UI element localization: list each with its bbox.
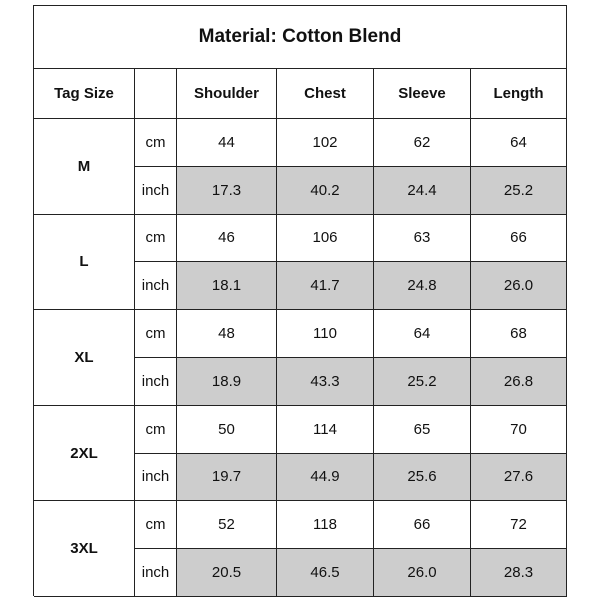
unit-cell: inch xyxy=(135,166,177,215)
size-cell: L xyxy=(34,214,135,311)
size-cell: M xyxy=(34,119,135,215)
value-cell: 62 xyxy=(374,119,471,167)
size-table: Material: Cotton Blend Tag Size Shoulder Ch… xyxy=(33,5,567,597)
value-cell: 24.8 xyxy=(374,262,471,311)
value-cell: 66 xyxy=(471,214,567,263)
value-cell: 44.9 xyxy=(277,453,374,502)
header-cell: Sleeve xyxy=(374,69,471,119)
value-cell: 110 xyxy=(277,310,374,358)
value-cell: 41.7 xyxy=(277,262,374,311)
header-cell: Chest xyxy=(277,69,374,119)
value-cell: 26.0 xyxy=(471,262,567,311)
value-cell: 25.2 xyxy=(374,358,471,406)
value-cell: 106 xyxy=(277,214,374,263)
size-cell: XL xyxy=(34,310,135,406)
value-cell: 48 xyxy=(177,310,277,358)
value-cell: 28.3 xyxy=(471,549,567,597)
value-cell: 72 xyxy=(471,501,567,550)
unit-cell: inch xyxy=(135,453,177,502)
header-cell: Tag Size xyxy=(34,69,135,119)
value-cell: 25.2 xyxy=(471,166,567,215)
value-cell: 50 xyxy=(177,405,277,454)
size-cell: 3XL xyxy=(34,501,135,597)
value-cell: 44 xyxy=(177,119,277,167)
value-cell: 118 xyxy=(277,501,374,550)
value-cell: 26.8 xyxy=(471,358,567,406)
value-cell: 63 xyxy=(374,214,471,263)
value-cell: 40.2 xyxy=(277,166,374,215)
value-cell: 20.5 xyxy=(177,549,277,597)
header-cell: Length xyxy=(471,69,567,119)
header-cell xyxy=(135,69,177,119)
size-cell: 2XL xyxy=(34,405,135,502)
unit-cell: inch xyxy=(135,358,177,406)
value-cell: 25.6 xyxy=(374,453,471,502)
unit-cell: cm xyxy=(135,501,177,550)
value-cell: 66 xyxy=(374,501,471,550)
value-cell: 19.7 xyxy=(177,453,277,502)
value-cell: 43.3 xyxy=(277,358,374,406)
unit-cell: cm xyxy=(135,214,177,263)
value-cell: 27.6 xyxy=(471,453,567,502)
value-cell: 52 xyxy=(177,501,277,550)
value-cell: 70 xyxy=(471,405,567,454)
value-cell: 64 xyxy=(374,310,471,358)
unit-cell: cm xyxy=(135,405,177,454)
unit-cell: cm xyxy=(135,310,177,358)
unit-cell: cm xyxy=(135,119,177,167)
value-cell: 26.0 xyxy=(374,549,471,597)
value-cell: 64 xyxy=(471,119,567,167)
value-cell: 18.1 xyxy=(177,262,277,311)
table-title: Material: Cotton Blend xyxy=(34,6,567,69)
value-cell: 24.4 xyxy=(374,166,471,215)
unit-cell: inch xyxy=(135,262,177,311)
value-cell: 46.5 xyxy=(277,549,374,597)
header-cell: Shoulder xyxy=(177,69,277,119)
value-cell: 18.9 xyxy=(177,358,277,406)
value-cell: 17.3 xyxy=(177,166,277,215)
unit-cell: inch xyxy=(135,549,177,597)
value-cell: 68 xyxy=(471,310,567,358)
value-cell: 102 xyxy=(277,119,374,167)
value-cell: 65 xyxy=(374,405,471,454)
value-cell: 114 xyxy=(277,405,374,454)
value-cell: 46 xyxy=(177,214,277,263)
